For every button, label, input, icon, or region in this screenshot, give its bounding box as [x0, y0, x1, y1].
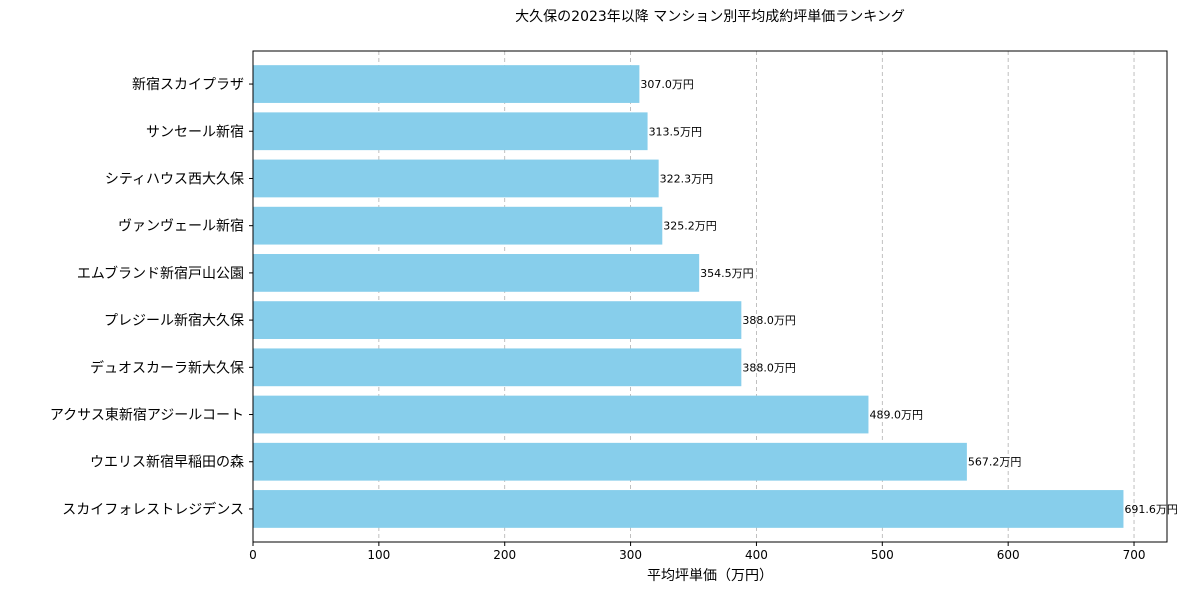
x-tick-label: 0 — [249, 548, 257, 562]
x-tick-label: 500 — [871, 548, 894, 562]
x-axis: 0 100 200 300 400 500 600 700 — [249, 542, 1145, 562]
x-tick-label: 100 — [367, 548, 390, 562]
data-label: 489.0万円 — [869, 409, 923, 422]
y-axis: 新宿スカイプラザサンセール新宿シティハウス西大久保ヴァンヴェール新宿エムブランド… — [50, 76, 253, 518]
x-tick-label: 400 — [745, 548, 768, 562]
x-tick-label: 200 — [493, 548, 516, 562]
bar — [253, 442, 967, 481]
y-tick-label: サンセール新宿 — [146, 123, 244, 140]
data-label: 313.5万円 — [649, 125, 703, 138]
plot-frame — [252, 50, 1168, 543]
y-tick-label: デュオスカーラ新大久保 — [90, 359, 244, 376]
data-label: 567.2万円 — [968, 456, 1022, 469]
bar — [253, 301, 742, 339]
bars: 307.0万円 313.5万円 322.3万円 325.2万円 354.5万円 388.0… — [253, 65, 1178, 528]
x-tick-label: 700 — [1123, 548, 1146, 562]
y-tick-label: プレジール新宿大久保 — [104, 312, 244, 329]
y-tick-label: 新宿スカイプラザ — [132, 76, 244, 93]
x-tick-label: 600 — [997, 548, 1020, 562]
y-tick-label: エムブランド新宿戸山公園 — [77, 265, 244, 282]
bar — [253, 159, 659, 198]
data-label: 322.3万円 — [660, 172, 714, 185]
bar — [253, 490, 1124, 528]
data-label: 388.0万円 — [742, 361, 796, 374]
y-tick-label: ウエリス新宿早稲田の森 — [90, 454, 244, 471]
data-label: 354.5万円 — [700, 267, 754, 280]
chart-title: 大久保の2023年以降 マンション別平均成約坪単価ランキング — [515, 9, 905, 25]
y-tick-label: シティハウス西大久保 — [105, 171, 244, 187]
y-tick-label: スカイフォレストレジデンス — [62, 501, 244, 518]
bar — [253, 395, 869, 434]
data-label: 325.2万円 — [663, 220, 717, 233]
y-tick-label: アクサス東新宿アジールコート — [50, 407, 244, 424]
bar — [253, 348, 742, 387]
data-label: 388.0万円 — [742, 314, 796, 327]
data-label: 307.0万円 — [640, 78, 694, 91]
x-axis-label: 平均坪単価（万円） — [647, 568, 773, 584]
y-tick-label: ヴァンヴェール新宿 — [118, 218, 244, 235]
data-label: 691.6万円 — [1124, 503, 1178, 516]
bar — [253, 206, 663, 245]
bar — [253, 112, 648, 151]
x-tick-label: 300 — [619, 548, 642, 562]
bar — [253, 65, 640, 103]
bar — [253, 254, 700, 292]
